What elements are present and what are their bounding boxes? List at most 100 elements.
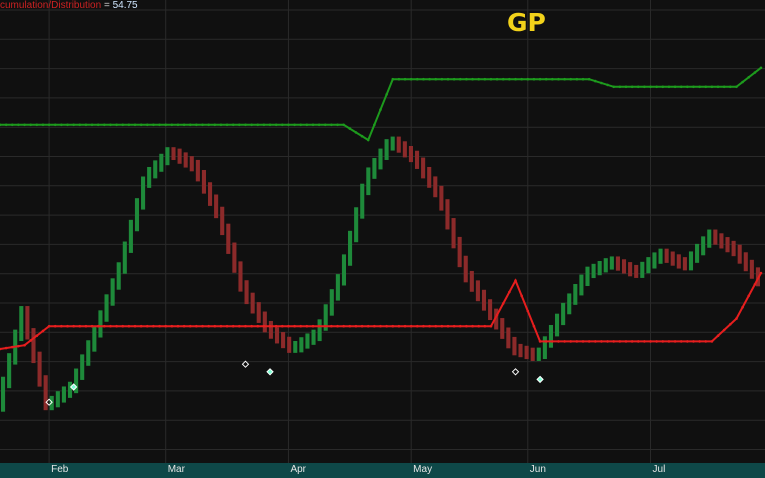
lower-band-dot <box>636 340 640 343</box>
upper-band-dot <box>551 77 554 81</box>
upper-band-dot <box>698 85 701 89</box>
lower-band-dot <box>483 324 487 328</box>
down-bar <box>628 262 633 277</box>
upper-band-dot <box>416 77 419 81</box>
lower-band-dot <box>78 324 82 328</box>
down-bar <box>177 148 182 164</box>
chart-symbol: GP <box>507 8 546 37</box>
upper-band-dot <box>323 123 327 127</box>
down-bar <box>664 248 669 263</box>
up-bar <box>141 176 146 210</box>
down-bar <box>220 206 225 236</box>
down-bar <box>445 199 450 230</box>
upper-band-dot <box>158 123 161 127</box>
up-bar <box>567 293 572 315</box>
up-bar <box>311 329 316 345</box>
lower-band-dot <box>434 324 438 328</box>
lower-band-dot <box>256 324 260 328</box>
lower-band-dot <box>587 340 591 343</box>
upper-band-dot <box>716 85 720 89</box>
upper-band-dot <box>109 123 112 127</box>
down-bar <box>214 194 219 219</box>
lower-band-dot <box>581 340 585 343</box>
upper-band-dot <box>219 123 223 127</box>
lower-band-dot <box>544 340 548 343</box>
indicator-value: 54.75 <box>112 0 138 11</box>
upper-band-dot <box>428 77 431 81</box>
up-bar <box>372 158 377 179</box>
signal-marker <box>536 375 544 384</box>
lower-band-dot <box>735 317 738 320</box>
up-bar <box>603 258 608 273</box>
lower-band-dot <box>115 324 118 328</box>
lower-band-dot <box>495 313 499 317</box>
lower-band-dot <box>342 324 345 328</box>
lower-band-dot <box>600 340 603 343</box>
up-bar <box>585 266 590 286</box>
upper-band-dot <box>60 123 63 127</box>
lower-band-dot <box>35 334 39 338</box>
up-bar <box>384 139 389 160</box>
down-bar <box>402 141 407 158</box>
upper-band-dot <box>514 77 517 81</box>
upper-band-dot <box>72 123 75 127</box>
upper-band-dot <box>348 127 352 130</box>
up-bar <box>329 289 334 316</box>
upper-band-dot <box>354 131 358 134</box>
upper-band-dot <box>587 77 591 81</box>
upper-band-dot <box>293 123 296 127</box>
lower-band-dot <box>145 324 149 328</box>
up-bar <box>122 241 127 274</box>
upper-band-dot <box>145 123 149 127</box>
upper-band-dot <box>557 77 560 81</box>
upper-band-dot <box>305 123 309 127</box>
lower-band-dot <box>96 324 100 328</box>
lower-band-dot <box>182 324 186 328</box>
upper-band-dot <box>722 85 726 89</box>
upper-band-dot <box>195 123 198 127</box>
upper-band-dot <box>47 123 51 127</box>
lower-band-dot <box>722 328 726 332</box>
upper-band-dot <box>4 123 8 127</box>
up-bar <box>695 243 700 263</box>
upper-band-dot <box>747 76 751 79</box>
lower-band-dot <box>360 324 364 328</box>
down-bar <box>25 306 30 340</box>
upper-band-dot <box>213 123 217 127</box>
bands <box>0 66 763 351</box>
down-bar <box>396 136 401 153</box>
upper-band-dot <box>649 85 652 89</box>
down-bar <box>421 157 426 179</box>
up-bar <box>19 306 24 342</box>
up-bar <box>573 284 578 305</box>
upper-band-dot <box>630 85 634 89</box>
upper-band-dot <box>170 123 174 127</box>
down-bar <box>414 150 420 169</box>
down-bar <box>469 270 474 292</box>
up-bar <box>98 310 103 338</box>
upper-band-dot <box>35 123 39 127</box>
lower-band-dot <box>66 324 69 328</box>
upper-band-dot <box>618 85 622 89</box>
upper-band-dot <box>373 123 376 127</box>
down-bar <box>731 240 736 257</box>
upper-band-dot <box>581 77 585 81</box>
up-bar <box>701 236 706 256</box>
down-bar <box>615 256 620 271</box>
upper-band-dot <box>612 85 616 89</box>
lower-band-dot <box>385 324 388 328</box>
lower-band-dot <box>164 324 168 328</box>
lower-band-dot <box>704 340 708 343</box>
up-bar <box>542 336 547 360</box>
lower-band-dot <box>274 324 278 328</box>
price-chart <box>0 0 765 463</box>
lower-band-dot <box>219 324 223 328</box>
down-bar <box>457 236 462 268</box>
up-bar <box>360 183 365 219</box>
signal-marker <box>241 360 250 368</box>
upper-band-dot <box>139 123 143 127</box>
upper-band-dot <box>508 77 511 81</box>
upper-band-dot <box>673 85 677 89</box>
signal-marker <box>69 383 78 391</box>
upper-band-dot <box>710 85 714 89</box>
